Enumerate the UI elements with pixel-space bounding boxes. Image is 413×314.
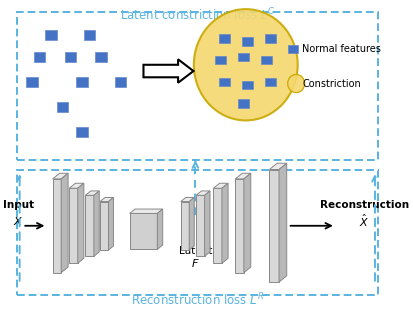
FancyBboxPatch shape (84, 30, 95, 40)
Polygon shape (100, 198, 113, 202)
Polygon shape (189, 198, 194, 250)
Polygon shape (196, 191, 209, 195)
FancyBboxPatch shape (218, 78, 229, 86)
FancyBboxPatch shape (180, 202, 189, 250)
Polygon shape (269, 163, 286, 170)
FancyBboxPatch shape (237, 52, 248, 61)
Text: Latent: Latent (178, 246, 211, 256)
Polygon shape (85, 191, 99, 195)
FancyBboxPatch shape (214, 56, 225, 64)
Text: $X$: $X$ (13, 215, 24, 227)
Polygon shape (221, 183, 228, 263)
FancyBboxPatch shape (261, 56, 271, 64)
Polygon shape (180, 198, 194, 202)
Polygon shape (213, 183, 228, 188)
Polygon shape (69, 183, 84, 188)
FancyBboxPatch shape (26, 77, 38, 87)
FancyBboxPatch shape (17, 12, 377, 160)
Text: Constriction: Constriction (301, 78, 360, 89)
Polygon shape (108, 198, 113, 250)
FancyBboxPatch shape (237, 100, 248, 108)
FancyBboxPatch shape (241, 81, 252, 89)
FancyBboxPatch shape (269, 170, 278, 282)
FancyBboxPatch shape (114, 77, 126, 87)
FancyBboxPatch shape (52, 179, 61, 273)
Ellipse shape (287, 74, 304, 93)
Text: $\hat{X}$: $\hat{X}$ (358, 213, 369, 229)
Polygon shape (52, 173, 68, 179)
Ellipse shape (193, 9, 297, 121)
FancyBboxPatch shape (64, 52, 76, 62)
Polygon shape (61, 173, 68, 273)
FancyBboxPatch shape (17, 170, 377, 295)
FancyBboxPatch shape (264, 78, 275, 86)
Polygon shape (278, 163, 286, 282)
Polygon shape (78, 183, 84, 263)
Polygon shape (129, 209, 162, 214)
Text: Reconstruction: Reconstruction (319, 200, 408, 210)
Polygon shape (157, 209, 162, 249)
FancyBboxPatch shape (287, 45, 297, 53)
FancyBboxPatch shape (45, 30, 57, 40)
FancyArrow shape (143, 59, 193, 83)
FancyBboxPatch shape (85, 195, 94, 256)
FancyBboxPatch shape (213, 188, 221, 263)
FancyBboxPatch shape (100, 202, 108, 250)
FancyBboxPatch shape (76, 127, 88, 137)
FancyBboxPatch shape (218, 34, 229, 43)
Polygon shape (243, 173, 250, 273)
FancyBboxPatch shape (241, 37, 252, 46)
Text: $F$: $F$ (191, 257, 199, 269)
FancyBboxPatch shape (196, 195, 204, 256)
Text: Latent constriction loss $L^C$: Latent constriction loss $L^C$ (119, 7, 274, 23)
Text: Normal features: Normal features (301, 44, 380, 54)
Text: Input: Input (3, 200, 34, 210)
FancyBboxPatch shape (34, 52, 45, 62)
FancyBboxPatch shape (76, 77, 88, 87)
FancyBboxPatch shape (235, 179, 243, 273)
FancyBboxPatch shape (129, 214, 157, 249)
FancyBboxPatch shape (57, 102, 68, 112)
Polygon shape (235, 173, 250, 179)
FancyBboxPatch shape (264, 34, 275, 43)
Polygon shape (204, 191, 209, 256)
FancyBboxPatch shape (95, 52, 107, 62)
Text: Reconstruction loss $L^R$: Reconstruction loss $L^R$ (131, 292, 263, 308)
FancyBboxPatch shape (69, 188, 78, 263)
Polygon shape (94, 191, 99, 256)
